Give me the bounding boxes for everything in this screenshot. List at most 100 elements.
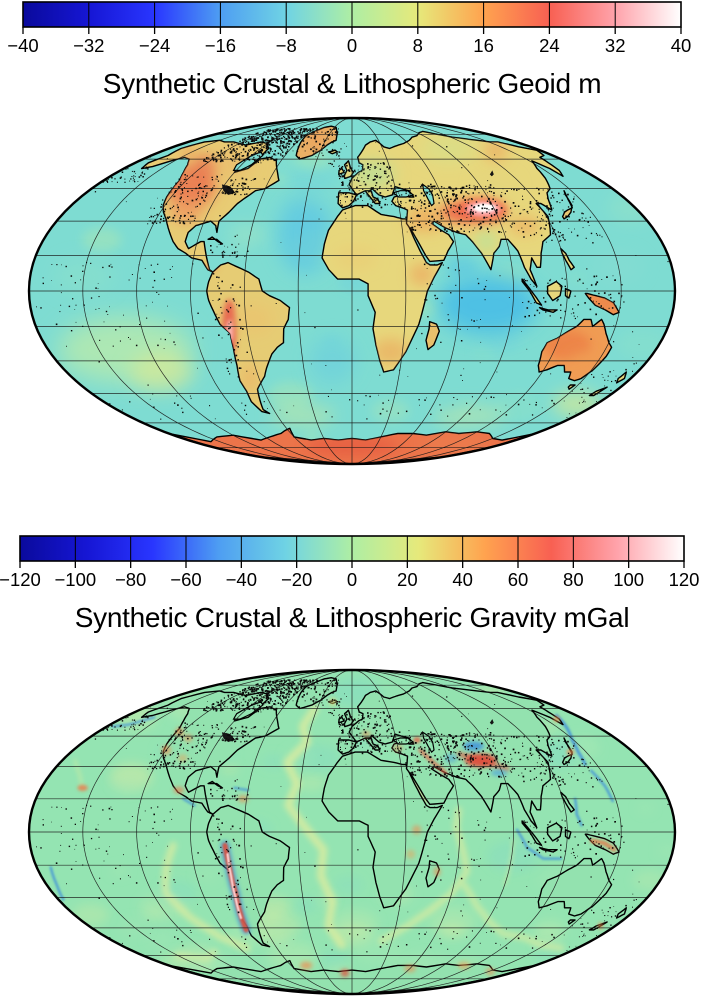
gravity-colorbar-tick-label: −60 (170, 569, 201, 590)
field-anomaly-blob (300, 961, 313, 970)
gravity-colorbar-tick-label: −20 (281, 569, 312, 590)
field-anomaly-blob (437, 275, 538, 335)
field-anomaly-band (555, 714, 587, 766)
field-anomaly-blob (269, 404, 335, 427)
field-anomaly-blob (490, 769, 508, 777)
continent-TS (567, 919, 576, 925)
geoid-colorbar-tick-label: 0 (347, 35, 357, 56)
field-anomaly-blob (484, 138, 508, 162)
field-anomaly-blob (457, 961, 470, 970)
geoid-colorbar-tick-label: −8 (276, 35, 297, 56)
field-anomaly-band (174, 949, 218, 962)
field-anomaly-blob (334, 246, 377, 270)
field-anomaly-blob (509, 215, 540, 236)
field-anomaly-band (461, 881, 565, 952)
geoid-colorbar-tick-label: 8 (413, 35, 423, 56)
gravity-colorbar-tick-label: −80 (115, 569, 146, 590)
gravity-colorbar-tick-label: −100 (54, 569, 96, 590)
geoid-map (27, 116, 677, 466)
field-anomaly-blob (435, 404, 506, 427)
field-anomaly-blob (228, 223, 266, 247)
field-anomaly-blob (553, 716, 560, 723)
seismicity-dots (36, 679, 669, 953)
gravity-colorbar-tick-label: 100 (613, 569, 644, 590)
field-anomaly-blob (446, 255, 479, 279)
geoid-colorbar-tick-label: −40 (7, 35, 38, 56)
field-anomaly-blob (277, 195, 332, 274)
seismicity-dots (36, 128, 669, 420)
gravity-colorbar: −120 −100 −80 −60 −40 −20 0 20 40 60 80 100 120 (0, 535, 700, 590)
field-anomaly-band (73, 758, 85, 790)
map-frame (27, 116, 677, 466)
field-anomaly-blob (608, 193, 656, 223)
field-anomaly-band (589, 769, 614, 803)
continent-CU (207, 780, 224, 789)
field-anomaly-blob (433, 867, 441, 877)
field-anomaly-blob (372, 338, 410, 365)
field-anomaly-band (111, 716, 156, 728)
map-frame (27, 668, 677, 996)
field-anomaly-blob (362, 731, 371, 738)
continent-AU (537, 857, 613, 917)
field-anomaly-blob (597, 922, 604, 930)
continent-SU (521, 278, 543, 306)
gravity-colorbar-tick-label: 80 (563, 569, 584, 590)
continent-MG (425, 860, 440, 888)
field-anomaly-band (283, 704, 346, 949)
field-anomaly-blob (413, 736, 421, 744)
field-anomaly-blob (169, 200, 202, 224)
field-anomaly-blob (412, 825, 422, 835)
geoid-colorbar-tick-label: −16 (205, 35, 236, 56)
continent-TS (567, 384, 576, 390)
geoid-colorbar-tick-label: 32 (605, 35, 626, 56)
continent-CU (207, 236, 224, 245)
geoid-colorbar-tick-label: 16 (473, 35, 494, 56)
geoid-colorbar-tick-label: −24 (139, 35, 170, 56)
field-anomaly-band (233, 786, 250, 792)
field-anomaly-blob (409, 263, 435, 286)
field-anomaly-blob (485, 967, 495, 976)
gravity-colorbar-tick-label: 0 (347, 569, 357, 590)
gravity-colorbar-tick-label: 60 (508, 569, 529, 590)
ocean-anomalies (49, 704, 614, 962)
gravity-title: Synthetic Crustal & Lithospheric Gravity… (75, 602, 630, 633)
continent-JV (538, 306, 558, 313)
gravity-map (27, 668, 677, 996)
field-anomaly-blob (463, 741, 485, 751)
field-anomaly-blob (175, 727, 184, 737)
gravity-colorbar-tick-label: 20 (397, 569, 418, 590)
continent-MG (425, 321, 440, 351)
geoid-colorbar-tick-label: 24 (539, 35, 560, 56)
graticule (29, 670, 675, 994)
field-anomaly-blob (242, 363, 258, 394)
field-anomaly-blob (77, 784, 88, 792)
gravity-colorbar-tick-label: 120 (669, 569, 700, 590)
field-anomaly-band (590, 838, 617, 852)
continent-SU (521, 820, 543, 846)
field-anomaly-blob (420, 135, 478, 162)
geoid-colorbar-tick-label: 40 (671, 35, 692, 56)
field-anomaly-blob (173, 787, 184, 794)
gravity-colorbar-tick-label: −120 (0, 569, 41, 590)
field-anomaly-blob (177, 754, 188, 762)
geoid-title: Synthetic Crustal & Lithospheric Geoid m (103, 68, 601, 99)
field-anomaly-blob (474, 230, 499, 254)
continents (140, 677, 627, 994)
continent-JV (538, 846, 558, 853)
field-anomaly-band (515, 828, 563, 860)
geoid-colorbar: −40 −32 −24 −16 −8 0 8 16 24 32 40 (7, 1, 692, 56)
field-anomaly-band (378, 806, 470, 945)
field-anomaly-band (161, 841, 251, 952)
gravity-colorbar-tick-label: −40 (226, 569, 257, 590)
geoid-colorbar-tick-label: −32 (73, 35, 104, 56)
field-anomaly-blob (406, 849, 416, 859)
gravity-colorbar-tick-label: 40 (452, 569, 473, 590)
field-anomaly-blob (340, 969, 350, 977)
field-anomaly-blob (444, 753, 458, 763)
field-anomaly-band (49, 866, 65, 901)
field-anomaly-blob (192, 153, 218, 180)
field-anomaly-blob (566, 749, 575, 756)
field-anomaly-blob (473, 175, 517, 198)
